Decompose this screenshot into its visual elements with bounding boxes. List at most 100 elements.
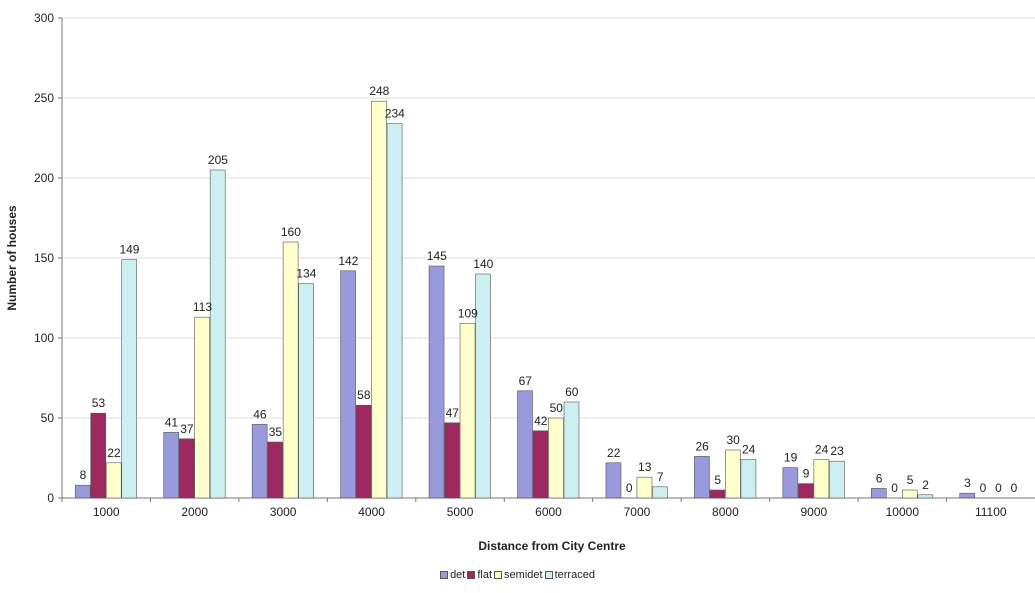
y-tick-label: 300 bbox=[34, 11, 54, 25]
data-label: 41 bbox=[165, 415, 179, 429]
data-label: 3 bbox=[964, 476, 971, 490]
data-label: 6 bbox=[876, 471, 883, 485]
y-tick-label: 150 bbox=[34, 251, 54, 265]
bar-semidet bbox=[371, 100, 387, 499]
data-label: 24 bbox=[742, 443, 756, 457]
legend-item-flat: flat bbox=[467, 569, 492, 581]
bar-flat bbox=[444, 422, 460, 499]
y-axis-title: Number of houses bbox=[5, 205, 19, 311]
data-label: 30 bbox=[726, 433, 740, 447]
bar-flat bbox=[798, 483, 814, 499]
x-tick-label: 8000 bbox=[712, 505, 739, 519]
x-tick-label: 3000 bbox=[270, 505, 297, 519]
data-label: 109 bbox=[458, 307, 478, 321]
data-label: 160 bbox=[281, 225, 301, 239]
legend-item-terraced: terraced bbox=[544, 569, 595, 581]
bar-semidet bbox=[194, 316, 210, 499]
bar-flat bbox=[90, 412, 107, 499]
bar-semidet bbox=[282, 241, 299, 499]
data-label: 145 bbox=[427, 249, 447, 263]
data-label: 5 bbox=[714, 473, 721, 487]
bar-det bbox=[694, 456, 710, 499]
data-label: 47 bbox=[446, 406, 460, 420]
x-tick-label: 5000 bbox=[447, 505, 474, 519]
y-tick-label: 50 bbox=[41, 411, 55, 425]
bar-terraced bbox=[121, 259, 138, 499]
bar-det bbox=[428, 265, 445, 499]
data-label: 60 bbox=[565, 385, 579, 399]
data-label: 23 bbox=[830, 444, 844, 458]
bar-flat bbox=[178, 438, 195, 499]
legend-label: flat bbox=[477, 569, 493, 581]
x-tick-label: 2000 bbox=[181, 505, 208, 519]
bar-semidet bbox=[813, 459, 830, 499]
data-label: 19 bbox=[784, 451, 798, 465]
data-label: 7 bbox=[657, 470, 664, 484]
data-label: 248 bbox=[369, 84, 389, 98]
data-label: 37 bbox=[180, 422, 194, 436]
data-label: 22 bbox=[607, 446, 621, 460]
bar-det bbox=[605, 462, 622, 499]
data-label: 22 bbox=[107, 446, 121, 460]
legend-label: semidet bbox=[504, 569, 543, 581]
x-tick-label: 10000 bbox=[886, 505, 920, 519]
bar-semidet bbox=[459, 323, 476, 499]
legend-label: det bbox=[450, 569, 466, 581]
data-label: 9 bbox=[803, 467, 810, 481]
data-label: 205 bbox=[208, 153, 228, 167]
bar-terraced bbox=[209, 169, 226, 499]
bar-det bbox=[782, 467, 799, 499]
bar-terraced bbox=[740, 459, 757, 499]
data-label: 113 bbox=[193, 300, 212, 314]
data-label: 0 bbox=[891, 481, 898, 495]
data-label: 67 bbox=[519, 374, 533, 388]
bar-det bbox=[517, 390, 533, 499]
legend: det flat semidet terraced bbox=[0, 569, 1035, 581]
data-label: 0 bbox=[995, 481, 1002, 495]
legend-item-det: det bbox=[440, 569, 465, 581]
y-tick-label: 100 bbox=[34, 331, 54, 345]
y-tick-label: 250 bbox=[34, 91, 54, 105]
x-tick-label: 11100 bbox=[975, 505, 1007, 519]
data-label: 2 bbox=[922, 478, 929, 492]
data-label: 0 bbox=[626, 481, 633, 495]
legend-label: terraced bbox=[554, 569, 595, 581]
data-label: 24 bbox=[815, 443, 829, 457]
legend-swatch bbox=[494, 571, 503, 579]
bar-semidet bbox=[725, 449, 741, 499]
bar-semidet bbox=[902, 489, 918, 499]
data-label: 42 bbox=[534, 414, 548, 428]
data-label: 5 bbox=[907, 473, 914, 487]
data-label: 26 bbox=[695, 439, 709, 453]
bar-terraced bbox=[652, 486, 668, 499]
bar-det bbox=[74, 484, 91, 499]
bar-terraced bbox=[563, 401, 580, 499]
data-label: 140 bbox=[473, 257, 493, 271]
data-label: 58 bbox=[357, 388, 371, 402]
data-label: 234 bbox=[385, 107, 405, 121]
x-tick-label: 7000 bbox=[624, 505, 651, 519]
legend-item-semidet: semidet bbox=[494, 569, 543, 581]
bar-terraced bbox=[917, 494, 934, 499]
data-label: 8 bbox=[80, 468, 87, 482]
data-label: 0 bbox=[980, 481, 987, 495]
data-label: 134 bbox=[296, 267, 316, 281]
bar-terraced bbox=[829, 460, 845, 499]
bar-det bbox=[871, 488, 887, 499]
data-label: 46 bbox=[253, 407, 267, 421]
data-label: 13 bbox=[638, 460, 652, 474]
x-tick-label: 4000 bbox=[358, 505, 385, 519]
bar-det bbox=[251, 424, 268, 499]
bar-flat bbox=[709, 489, 726, 499]
bar-terraced bbox=[475, 273, 491, 499]
bar-flat bbox=[267, 441, 283, 499]
bar-flat bbox=[532, 430, 549, 499]
data-label: 50 bbox=[550, 401, 564, 415]
bar-semidet bbox=[548, 417, 564, 499]
x-axis-title: Distance from City Centre bbox=[478, 539, 626, 553]
x-tick-label: 6000 bbox=[535, 505, 562, 519]
x-tick-label: 9000 bbox=[801, 505, 828, 519]
